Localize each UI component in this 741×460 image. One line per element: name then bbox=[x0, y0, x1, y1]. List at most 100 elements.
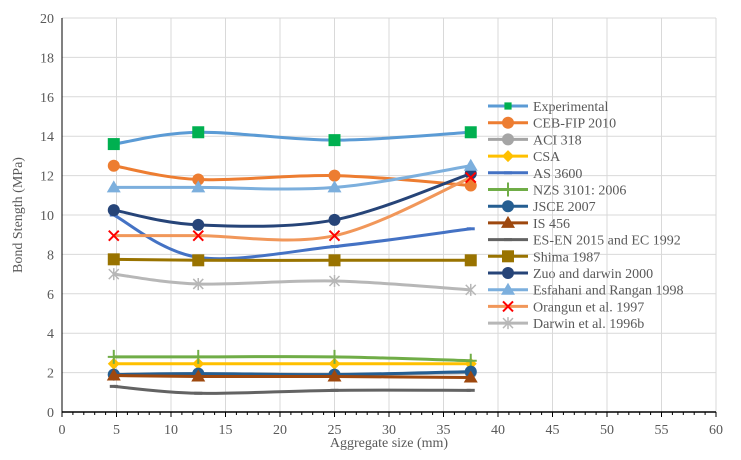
series-esfahani-and-rangan-1998 bbox=[106, 158, 478, 193]
legend-item: Darwin et al. 1996b bbox=[488, 317, 644, 332]
data-point bbox=[328, 229, 341, 242]
legend-marker bbox=[501, 282, 515, 295]
data-point bbox=[327, 369, 342, 382]
x-tick-label: 30 bbox=[382, 423, 396, 438]
data-point bbox=[108, 268, 120, 281]
data-point bbox=[328, 134, 341, 147]
legend-label: Orangun et al. 1997 bbox=[533, 300, 644, 315]
legend-marker bbox=[502, 200, 514, 213]
series-zuo-and-darwin-2000 bbox=[107, 167, 477, 231]
series-line bbox=[113, 257, 471, 262]
data-point bbox=[464, 126, 477, 139]
x-tick-label: 20 bbox=[273, 423, 287, 438]
series-line bbox=[113, 172, 472, 228]
series-line bbox=[113, 130, 471, 146]
series-line bbox=[113, 384, 471, 395]
legend-item: Experimental bbox=[488, 100, 609, 115]
y-tick-label: 18 bbox=[40, 51, 54, 66]
data-point bbox=[464, 254, 477, 267]
legend-marker bbox=[504, 102, 512, 110]
legend-item: IS 456 bbox=[488, 215, 570, 232]
x-tick-label: 35 bbox=[437, 423, 451, 438]
series-is-456 bbox=[106, 368, 478, 383]
legend-label: Experimental bbox=[533, 100, 609, 115]
data-point bbox=[465, 171, 477, 184]
legend-label: CSA bbox=[533, 150, 561, 165]
legend-label: CEB-FIP 2010 bbox=[533, 117, 616, 132]
data-point bbox=[192, 229, 204, 242]
data-point bbox=[192, 126, 205, 139]
legend-label: Darwin et al. 1996b bbox=[533, 317, 644, 332]
legend-label: IS 456 bbox=[533, 217, 570, 232]
legend-label: AS 3600 bbox=[533, 167, 582, 182]
y-tick-label: 2 bbox=[47, 367, 54, 382]
legend-marker bbox=[502, 250, 514, 263]
legend-item: CEB-FIP 2010 bbox=[488, 116, 616, 132]
data-point bbox=[107, 204, 120, 217]
series-experimental bbox=[107, 126, 477, 151]
data-point bbox=[108, 229, 120, 242]
data-point bbox=[463, 370, 478, 383]
series-nzs-3101-2006 bbox=[107, 349, 477, 368]
series-line bbox=[113, 374, 471, 380]
series-orangun-et-al-1997 bbox=[108, 171, 477, 242]
x-tick-label: 0 bbox=[59, 423, 66, 438]
y-tick-label: 6 bbox=[47, 288, 54, 303]
series-darwin-et-al-1996b bbox=[108, 268, 477, 296]
x-tick-label: 40 bbox=[491, 423, 505, 438]
legend-marker bbox=[502, 267, 514, 279]
data-point bbox=[328, 169, 341, 182]
y-tick-label: 16 bbox=[40, 91, 54, 106]
legend-item: NZS 3101: 2006 bbox=[488, 182, 626, 199]
x-axis-label: Aggregate size (mm) bbox=[330, 436, 449, 451]
legend-item: CSA bbox=[488, 150, 561, 165]
data-point bbox=[107, 138, 120, 151]
legend-marker bbox=[502, 317, 514, 330]
series-ceb-fip-2010 bbox=[107, 159, 477, 192]
data-point bbox=[464, 353, 477, 368]
data-point bbox=[191, 369, 206, 382]
legend-item: Orangun et al. 1997 bbox=[488, 300, 644, 315]
legend-item: Shima 1987 bbox=[488, 250, 600, 265]
data-point bbox=[192, 173, 205, 186]
legend-marker bbox=[502, 150, 514, 163]
x-tick-label: 60 bbox=[709, 423, 723, 438]
legend-label: ACI 318 bbox=[533, 133, 582, 148]
data-point bbox=[191, 180, 206, 193]
series-line bbox=[113, 176, 472, 242]
y-tick-label: 20 bbox=[40, 12, 54, 27]
data-point bbox=[106, 368, 121, 381]
legend-marker bbox=[501, 215, 515, 228]
data-point bbox=[328, 274, 341, 287]
legend-item: Zuo and darwin 2000 bbox=[488, 267, 653, 282]
x-tick-label: 15 bbox=[219, 423, 233, 438]
y-tick-label: 8 bbox=[47, 248, 54, 263]
data-point bbox=[107, 349, 120, 364]
y-tick-label: 4 bbox=[47, 327, 54, 342]
x-tick-label: 45 bbox=[546, 423, 560, 438]
y-tick-label: 12 bbox=[40, 170, 54, 185]
legend-label: Shima 1987 bbox=[533, 250, 600, 265]
y-tick-label: 0 bbox=[47, 406, 54, 421]
legend-item: AS 3600 bbox=[488, 167, 582, 182]
legend-item: ACI 318 bbox=[488, 133, 582, 148]
legend-item: ES-EN 2015 and EC 1992 bbox=[488, 234, 681, 249]
legend-marker bbox=[502, 133, 514, 146]
y-tick-label: 14 bbox=[40, 130, 54, 145]
series-group bbox=[106, 126, 478, 395]
x-tick-label: 50 bbox=[600, 423, 614, 438]
data-point bbox=[192, 277, 204, 290]
data-point bbox=[107, 253, 120, 266]
legend-marker bbox=[502, 116, 514, 129]
legend-item: Esfahani and Rangan 1998 bbox=[488, 282, 683, 299]
x-tick-label: 55 bbox=[655, 423, 669, 438]
legend-marker bbox=[502, 182, 514, 197]
legend-label: ES-EN 2015 and EC 1992 bbox=[533, 234, 681, 249]
series-line bbox=[113, 370, 471, 377]
data-point bbox=[463, 158, 478, 171]
axes: 0 2 4 6 8 10 12 14 16 18 20 0 5 10 15 20 25 30 35 40 45 50 55 6… bbox=[40, 12, 723, 438]
legend-marker bbox=[502, 300, 514, 313]
